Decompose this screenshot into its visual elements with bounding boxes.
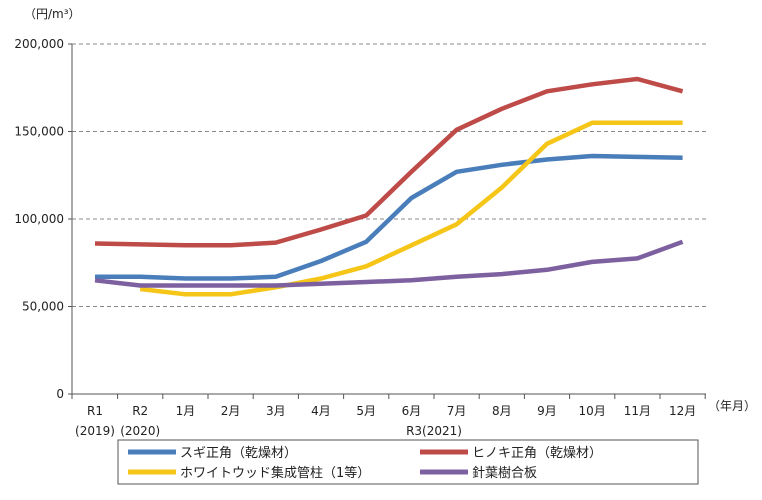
y-tick-label: 50,000	[22, 300, 64, 314]
x-group-label: R3(2021)	[406, 424, 462, 438]
y-axis-ticks: 0 50,000 100,000 150,000 200,000	[14, 37, 64, 401]
series-line-4	[94, 239, 684, 288]
y-tick-label: 100,000	[14, 212, 64, 226]
x-axis-unit: （年月）	[708, 399, 756, 413]
gridlines	[72, 43, 706, 307]
x-tick-label: 5月	[356, 404, 376, 418]
x-tick-label: 7月	[447, 404, 467, 418]
legend-box	[117, 439, 699, 485]
series-line-2	[94, 76, 684, 248]
legend-label: スギ正角（乾燥材）	[180, 446, 297, 461]
x-tick-label: 2月	[221, 404, 241, 418]
y-tick-label: 0	[56, 387, 64, 401]
y-axis-unit: （円/m³）	[24, 7, 81, 21]
x-tick-sublabel: (2019)	[75, 424, 115, 438]
x-tick-label: 8月	[492, 404, 512, 418]
legend-label: 針葉樹合板	[472, 466, 537, 481]
x-tick-label: 11月	[624, 404, 651, 418]
x-tick-label: R1	[87, 404, 103, 418]
series-lines	[94, 76, 684, 297]
y-tick-label: 200,000	[14, 37, 64, 51]
legend: スギ正角（乾燥材） ヒノキ正角（乾燥材） ホワイトウッド集成管柱（1等） 針葉樹合板	[117, 439, 699, 485]
legend-label: ヒノキ正角（乾燥材）	[472, 446, 602, 461]
x-tick-label: 1月	[176, 404, 196, 418]
x-tick-label: 10月	[579, 404, 606, 418]
series-line-3	[139, 120, 683, 297]
x-tick-label: R2	[132, 404, 148, 418]
x-tick-label: 12月	[669, 404, 696, 418]
x-tick-label: 6月	[402, 404, 422, 418]
x-axis-ticks: R1 R2 1月 2月 3月 4月 5月 6月 7月 8月 9月 10月 11月 12月 (2019) (20…	[75, 404, 696, 438]
y-tick-label: 150,000	[14, 125, 64, 139]
legend-label: ホワイトウッド集成管柱（1等）	[180, 465, 370, 481]
axes	[68, 43, 706, 399]
x-tick-label: 9月	[537, 404, 557, 418]
x-tick-label: 4月	[311, 404, 331, 418]
x-tick-label: 3月	[266, 404, 286, 418]
x-tick-sublabel: (2020)	[120, 424, 160, 438]
series-line-1	[95, 153, 683, 281]
